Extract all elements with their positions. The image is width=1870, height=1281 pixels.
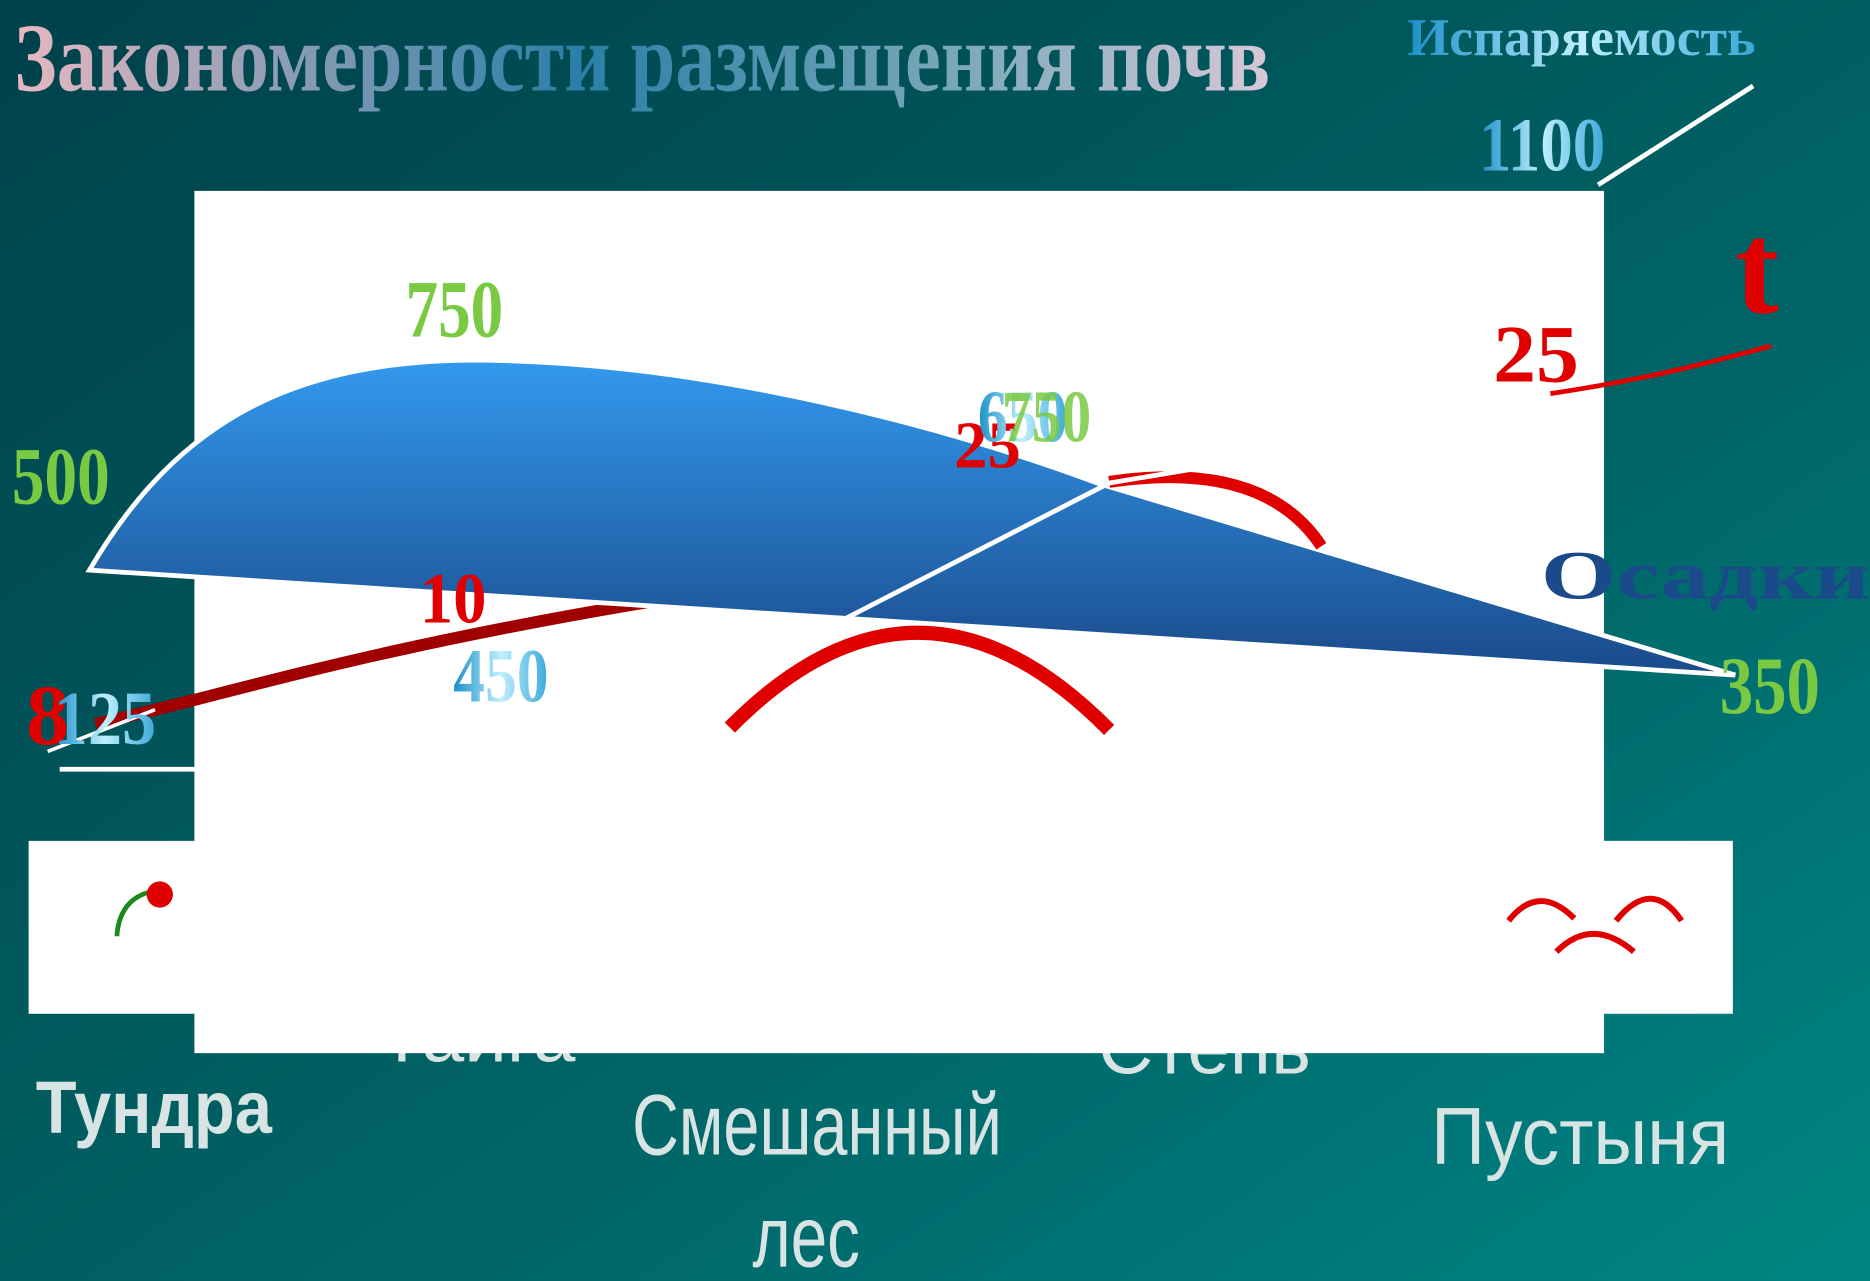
- value-label: 25: [1493, 310, 1579, 400]
- value-label: 10: [420, 560, 487, 639]
- value-label: 500: [12, 431, 110, 521]
- value-label: 750: [405, 264, 503, 354]
- value-label: 450: [453, 633, 548, 718]
- value-label: 750: [1002, 375, 1091, 457]
- slide: Тайга Степь Закономерности размещения по…: [0, 0, 1870, 1281]
- slide-title: Закономерности размещения почв: [14, 5, 1270, 113]
- panel: [29, 841, 1733, 1014]
- value-label: 1100: [1479, 103, 1605, 188]
- series-label: Испаряемость: [1407, 9, 1755, 67]
- series-label: t: [1735, 197, 1779, 342]
- zone-label: Тундра: [36, 1066, 273, 1149]
- series-label: Осадки: [1541, 537, 1870, 614]
- value-label: 125: [54, 676, 157, 761]
- zone-label: Пустыня: [1431, 1092, 1729, 1182]
- zone-label: Смешанный: [632, 1078, 1002, 1174]
- flower: [147, 881, 173, 907]
- value-label: 350: [1720, 641, 1820, 731]
- page: {"title": "Закономерности размещения поч…: [0, 0, 1870, 1281]
- zone-label: лес: [753, 1190, 860, 1281]
